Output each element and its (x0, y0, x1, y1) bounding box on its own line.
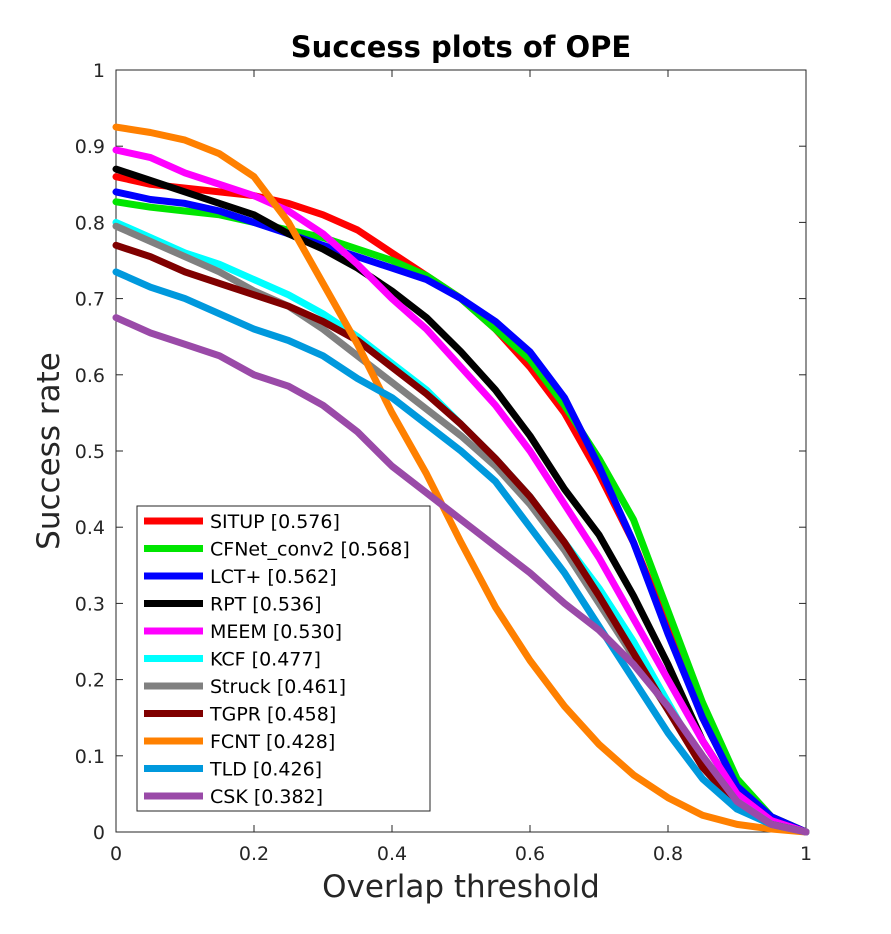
series-line-8 (112, 123, 810, 836)
y-axis-title: Success rate (31, 352, 67, 550)
legend-label: SITUP [0.576] (210, 511, 340, 533)
series-line-2 (112, 188, 810, 836)
y-tick-label: 0.2 (75, 670, 105, 692)
x-tick-label: 0.4 (377, 843, 407, 865)
legend-label: MEEM [0.530] (210, 621, 342, 643)
y-tick-label: 0.7 (75, 289, 105, 311)
y-tick-label: 1 (93, 60, 105, 82)
legend-label: CFNet_conv2 [0.568] (210, 539, 410, 561)
y-tick-label: 0.3 (75, 593, 105, 615)
x-tick-label: 0.6 (515, 843, 545, 865)
legend-label: CSK [0.382] (210, 786, 323, 808)
x-axis-title: Overlap threshold (322, 869, 600, 905)
legend-label: TLD [0.426] (209, 759, 322, 781)
x-tick-label: 0.2 (239, 843, 269, 865)
y-tick-label: 0.5 (75, 441, 105, 463)
series-line-9 (112, 268, 810, 836)
x-tick-label: 0.8 (653, 843, 683, 865)
legend-label: TGPR [0.458] (209, 704, 336, 726)
legend-label: FCNT [0.428] (210, 731, 335, 753)
axis-ticks: 0 0.2 0.4 0.6 0.8 1 0 0.1 0.2 0.3 0.4 0.5 0.6 0.7 0.8 0… (75, 60, 812, 865)
legend-label: RPT [0.536] (210, 594, 322, 616)
legend-label: LCT+ [0.562] (210, 566, 337, 588)
series-line-4 (112, 146, 810, 836)
series-line-10 (112, 314, 810, 836)
x-tick-label: 1 (800, 843, 812, 865)
y-tick-label: 0 (93, 822, 105, 844)
y-tick-label: 0.1 (75, 746, 105, 768)
legend-label: KCF [0.477] (210, 649, 321, 671)
y-tick-label: 0.9 (75, 136, 105, 158)
chart-title: Success plots of OPE (291, 30, 631, 64)
series-line-7 (112, 241, 810, 836)
legend-label: Struck [0.461] (210, 676, 346, 698)
series-lines (112, 123, 810, 836)
x-tick-label: 0 (110, 843, 122, 865)
legend: SITUP [0.576] CFNet_conv2 [0.568] LCT+ [0.… (136, 505, 431, 812)
y-tick-label: 0.8 (75, 212, 105, 234)
y-tick-label: 0.6 (75, 365, 105, 387)
y-tick-label: 0.4 (75, 517, 105, 539)
